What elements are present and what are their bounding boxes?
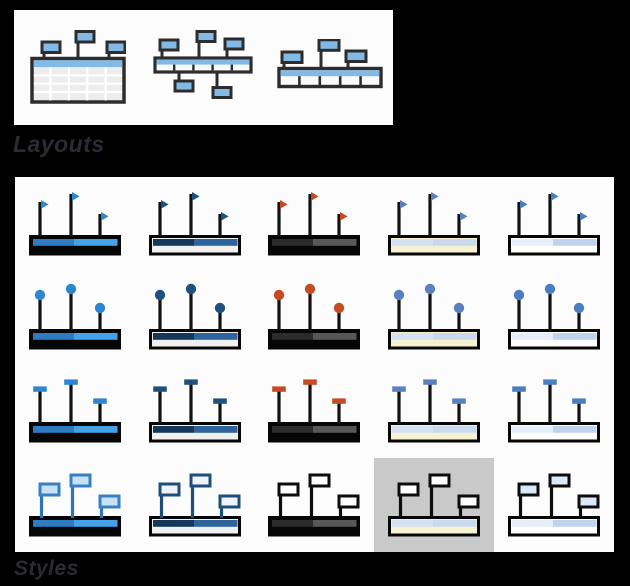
style-thumb-row1-col2-dark-blue[interactable] xyxy=(135,177,255,271)
style-thumb-row1-col3-black-red[interactable] xyxy=(255,177,375,271)
pennant-timeline-style-icon xyxy=(268,191,361,256)
circle-timeline-style-icon xyxy=(28,283,121,350)
layout-flags-above-timeline[interactable] xyxy=(277,39,383,89)
style-thumb-row1-col1-bright-blue[interactable] xyxy=(15,177,135,271)
style-thumb-row3-col4-light-cream[interactable] xyxy=(374,365,494,459)
style-thumb-row3-col5-light-blue[interactable] xyxy=(494,365,614,459)
flag-timeline-style-icon xyxy=(388,473,481,537)
flag-timeline-style-icon xyxy=(148,473,241,537)
style-thumb-row1-col5-light-blue[interactable] xyxy=(494,177,614,271)
style-thumb-row2-col5-light-blue[interactable] xyxy=(494,271,614,365)
circle-timeline-style-icon xyxy=(508,283,601,350)
cap-timeline-style-icon xyxy=(388,379,481,443)
style-thumb-row2-col1-bright-blue[interactable] xyxy=(15,271,135,365)
style-thumb-row4-col4-light-cream[interactable] xyxy=(374,458,495,552)
style-thumb-row3-col3-black-red[interactable] xyxy=(255,365,375,459)
layouts-section-label: Layouts xyxy=(13,131,105,157)
flag-timeline-style-icon xyxy=(28,473,121,537)
cap-timeline-style-icon xyxy=(508,379,601,443)
style-thumb-row3-col2-dark-blue[interactable] xyxy=(135,365,255,459)
cap-timeline-style-icon xyxy=(148,379,241,443)
pennant-timeline-style-icon xyxy=(148,191,241,256)
flag-timeline-style-icon xyxy=(508,473,601,537)
circle-timeline-style-icon xyxy=(388,283,481,350)
pennant-timeline-style-icon xyxy=(28,191,121,256)
style-thumb-row2-col3-black-red[interactable] xyxy=(255,271,375,365)
style-thumb-row1-col4-light-cream[interactable] xyxy=(374,177,494,271)
styles-section-label: Styles xyxy=(14,557,79,580)
table-flags-layout-icon xyxy=(30,30,126,104)
pennant-timeline-style-icon xyxy=(388,191,481,256)
style-thumb-row2-col4-light-cream[interactable] xyxy=(374,271,494,365)
style-thumb-row4-col5-light-blue[interactable] xyxy=(494,458,614,552)
flag-timeline-style-icon xyxy=(268,473,361,537)
style-thumb-row2-col2-dark-blue[interactable] xyxy=(135,271,255,365)
style-thumb-row3-col1-bright-blue[interactable] xyxy=(15,365,135,459)
style-thumb-row4-col3-black-red[interactable] xyxy=(255,458,375,552)
layout-flags-both-sides-timeline[interactable] xyxy=(153,30,253,100)
pennant-timeline-style-icon xyxy=(508,191,601,256)
cap-timeline-style-icon xyxy=(268,379,361,443)
above-layout-icon xyxy=(277,39,383,89)
layout-flags-over-table[interactable] xyxy=(30,30,126,104)
both-sides-layout-icon xyxy=(153,30,253,99)
cap-timeline-style-icon xyxy=(28,379,121,443)
style-thumb-row4-col1-bright-blue[interactable] xyxy=(15,458,135,552)
circle-timeline-style-icon xyxy=(148,283,241,350)
styles-panel xyxy=(15,177,614,552)
style-thumb-row4-col2-dark-blue[interactable] xyxy=(135,458,255,552)
circle-timeline-style-icon xyxy=(268,283,361,350)
layouts-panel xyxy=(14,10,393,125)
